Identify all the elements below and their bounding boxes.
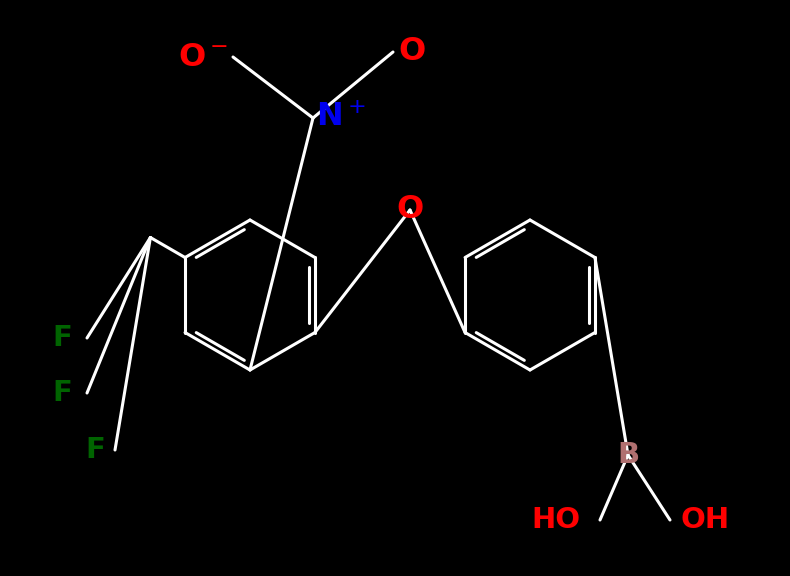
Text: F: F xyxy=(85,436,105,464)
Text: N$^+$: N$^+$ xyxy=(316,103,366,134)
Text: O: O xyxy=(397,195,423,225)
Text: B: B xyxy=(617,441,639,469)
Text: O$^-$: O$^-$ xyxy=(178,41,228,73)
Text: F: F xyxy=(52,379,72,407)
Text: HO: HO xyxy=(531,506,580,534)
Text: F: F xyxy=(52,324,72,352)
Text: O: O xyxy=(398,36,425,67)
Text: OH: OH xyxy=(680,506,729,534)
